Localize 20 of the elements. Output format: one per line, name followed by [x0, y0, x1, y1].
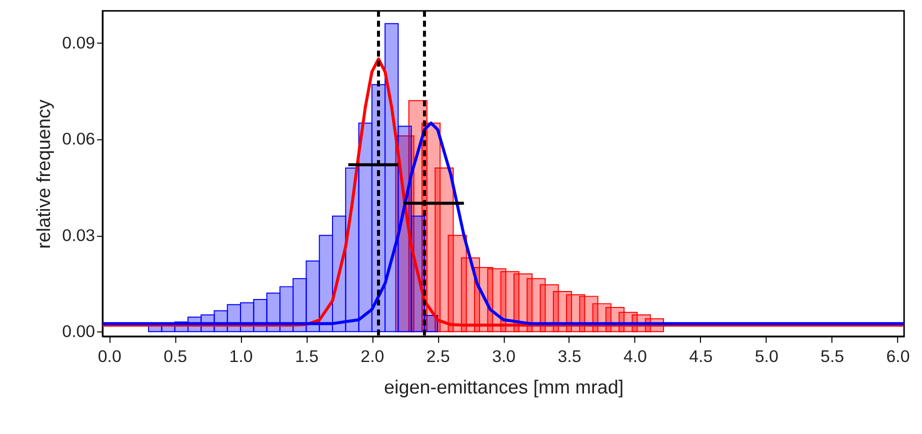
- x-tick-label: 4.0: [623, 346, 647, 366]
- x-tick-label: 3.0: [492, 346, 516, 366]
- x-tick-label: 5.5: [820, 346, 844, 366]
- x-tick-label: 0.5: [164, 346, 188, 366]
- x-tick-label: 2.0: [360, 346, 384, 366]
- x-tick-label: 6.0: [886, 346, 910, 366]
- y-tick-label: 0.03: [62, 226, 96, 245]
- x-tick-label: 1.5: [294, 346, 318, 366]
- x-tick-label: 4.5: [689, 346, 713, 366]
- x-tick-label: 2.5: [426, 346, 450, 366]
- x-tick-label: 3.5: [558, 346, 582, 366]
- x-tick-label: 0.0: [98, 346, 122, 366]
- x-axis-title: eigen-emittances [mm mrad]: [384, 378, 624, 399]
- y-tick-label: 0.00: [62, 322, 96, 342]
- x-tick-label: 1.0: [229, 346, 253, 366]
- y-axis-title: relative frequency: [34, 98, 56, 249]
- x-tick-label: 5.0: [754, 346, 778, 366]
- y-tick-label: 0.09: [62, 33, 96, 52]
- y-tick-label: 0.06: [62, 130, 96, 149]
- line-series: [101, 122, 906, 326]
